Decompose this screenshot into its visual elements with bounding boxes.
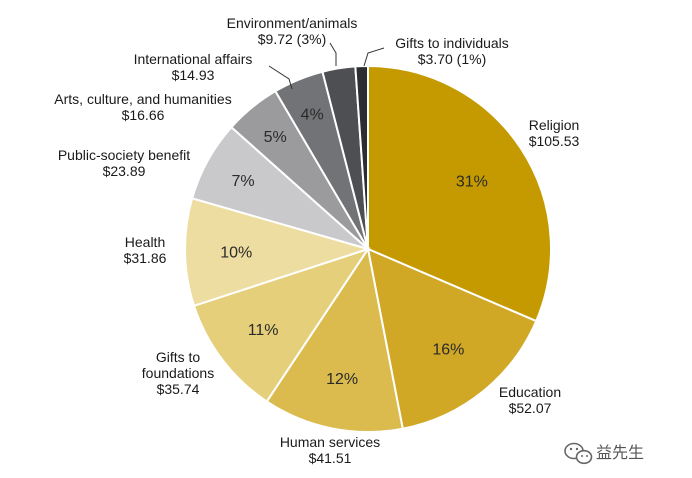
leader-line	[329, 42, 337, 66]
category-text: foundations	[142, 365, 214, 381]
amount-text: $105.53	[529, 133, 580, 149]
amount-text: $52.07	[509, 400, 552, 416]
leader-lines	[268, 42, 385, 90]
leader-line	[363, 47, 385, 67]
amount-text: $3.70 (1%)	[418, 51, 486, 67]
category-label: Environment/animals $9.72 (3%)	[227, 15, 358, 47]
amount-text: $23.89	[103, 163, 146, 179]
category-label: Gifts to individuals $3.70 (1%)	[395, 35, 509, 67]
percent-label: 11%	[248, 322, 279, 339]
amount-text: $16.66	[122, 107, 165, 123]
category-text: Education	[499, 384, 561, 400]
leader-line	[268, 65, 293, 90]
category-text: Environment/animals	[227, 15, 358, 31]
category-label: International affairs $14.93	[134, 51, 253, 83]
pie-slice-health	[184, 197, 372, 308]
pie-slice-gifts-to-foundations	[192, 247, 371, 403]
category-text: Religion	[529, 117, 580, 133]
amount-text: $41.51	[309, 450, 352, 466]
category-text: International affairs	[134, 51, 253, 67]
category-text: Public-society benefit	[58, 147, 190, 163]
percent-label: 12%	[326, 371, 358, 388]
amount-text: $9.72 (3%)	[258, 31, 326, 47]
percent-label: 5%	[264, 129, 287, 146]
category-label: Education $52.07	[499, 384, 561, 416]
watermark-text: 益先生	[596, 443, 644, 462]
amount-text: $14.93	[172, 67, 215, 83]
category-text: Gifts to	[156, 349, 201, 365]
category-label: Arts, culture, and humanities $16.66	[54, 91, 231, 123]
percent-label: 7%	[231, 173, 254, 190]
wechat-icon	[564, 442, 593, 465]
category-text: Health	[125, 234, 165, 250]
pie-slice-human-services	[265, 246, 404, 433]
category-labels: Religion $105.53 Education $52.07 Human serv…	[54, 15, 579, 466]
amount-text: $31.86	[124, 250, 167, 266]
pie-slice-religion	[367, 64, 552, 323]
category-label: Human services $41.51	[280, 434, 380, 466]
category-label: Health $31.86	[124, 234, 167, 266]
pie-slice-education	[366, 247, 538, 430]
pie-slice-gifts-to-individuals	[354, 64, 369, 250]
category-label: Gifts to foundations $35.74	[142, 349, 214, 397]
percent-label: 31%	[456, 173, 488, 190]
percent-labels: 31% 16% 12% 11% 10% 7% 5% 4%	[220, 107, 488, 389]
category-label: Public-society benefit $23.89	[58, 147, 190, 179]
percent-label: 10%	[220, 244, 252, 261]
category-label: Religion $105.53	[529, 117, 580, 149]
amount-text: $35.74	[157, 381, 200, 397]
percent-label: 4%	[301, 107, 324, 124]
category-text: Human services	[280, 434, 380, 450]
watermark: 益先生	[564, 442, 644, 465]
category-text: Arts, culture, and humanities	[54, 91, 231, 107]
percent-label: 16%	[432, 342, 464, 359]
category-text: Gifts to individuals	[395, 35, 509, 51]
pie-slices	[184, 64, 552, 433]
